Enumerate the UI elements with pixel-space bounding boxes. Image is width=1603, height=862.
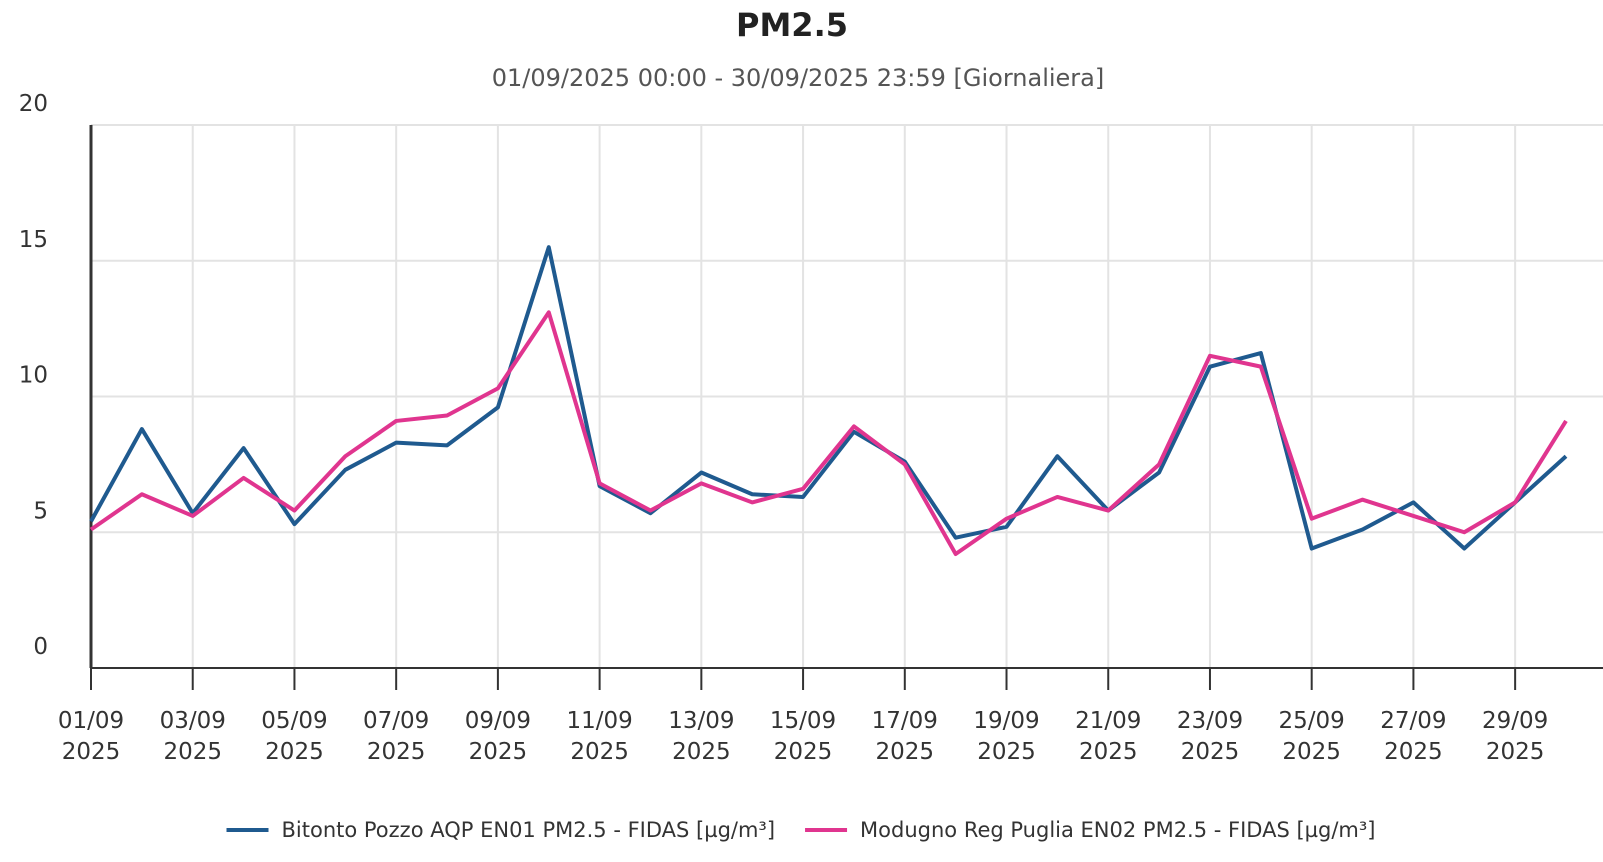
x-tick-label: 25/09 2025 xyxy=(1279,708,1345,765)
series-line xyxy=(89,245,1568,551)
x-tick-label: 23/09 2025 xyxy=(1177,708,1243,765)
chart-subtitle: 01/09/2025 00:00 - 30/09/2025 23:59 [Gio… xyxy=(492,64,1105,92)
x-tick-label: 29/09 2025 xyxy=(1482,708,1548,765)
y-tick-label: 5 xyxy=(33,498,48,524)
legend-item[interactable]: Modugno Reg Puglia EN02 PM2.5 - FIDAS [µ… xyxy=(805,818,1376,842)
x-tick-label: 21/09 2025 xyxy=(1075,708,1141,765)
x-tick-label: 09/09 2025 xyxy=(465,708,531,765)
legend-item[interactable]: Bitonto Pozzo AQP EN01 PM2.5 - FIDAS [µg… xyxy=(226,818,776,842)
x-tick-label: 07/09 2025 xyxy=(363,708,429,765)
x-tick-label: 27/09 2025 xyxy=(1380,708,1446,765)
chart-title: PM2.5 xyxy=(736,6,848,44)
y-tick-label: 10 xyxy=(19,363,48,389)
x-tick-label: 01/09 2025 xyxy=(58,708,124,765)
series-line xyxy=(89,310,1568,556)
y-tick-label: 20 xyxy=(19,91,48,117)
legend-label: Modugno Reg Puglia EN02 PM2.5 - FIDAS [µ… xyxy=(860,818,1375,842)
y-tick-label: 0 xyxy=(33,634,48,660)
x-tick-label: 11/09 2025 xyxy=(566,708,632,765)
legend-label: Bitonto Pozzo AQP EN01 PM2.5 - FIDAS [µg… xyxy=(282,818,776,842)
x-tick-label: 05/09 2025 xyxy=(261,708,327,765)
x-tick-label: 15/09 2025 xyxy=(770,708,836,765)
x-tick-label: 17/09 2025 xyxy=(872,708,938,765)
x-tick-label: 03/09 2025 xyxy=(160,708,226,765)
x-tick-label: 13/09 2025 xyxy=(668,708,734,765)
x-tick-label: 19/09 2025 xyxy=(973,708,1039,765)
y-tick-label: 15 xyxy=(19,227,48,253)
